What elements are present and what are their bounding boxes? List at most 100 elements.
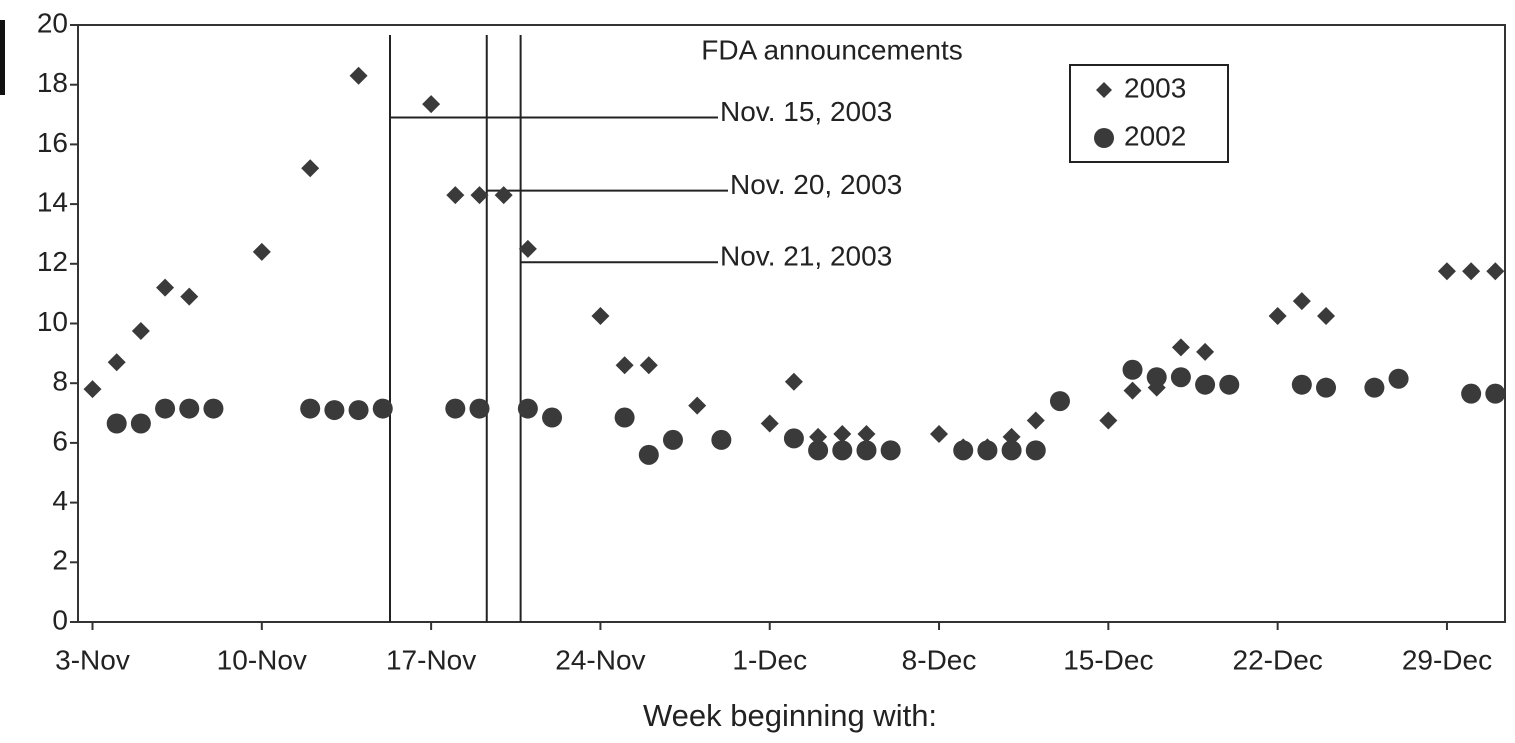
diamond-point (1462, 262, 1481, 281)
diamond-point (446, 186, 465, 205)
y-tick-label: 10 (37, 306, 68, 337)
diamond-point (809, 427, 828, 446)
diamond-point (930, 424, 949, 443)
circle-point (1485, 383, 1506, 404)
y-tick-label: 2 (52, 545, 68, 576)
diamond-point (1486, 262, 1505, 281)
circle-point (1219, 374, 1240, 395)
x-tick-label: 24-Nov (555, 644, 645, 675)
circle-point (1195, 374, 1216, 395)
diamond-point (1437, 262, 1456, 281)
diamond-point (83, 380, 102, 399)
y-tick-label: 4 (52, 485, 68, 516)
circle-point (662, 429, 683, 450)
x-tick-label: 3-Nov (55, 644, 130, 675)
circle-point (106, 413, 127, 434)
y-tick-label: 8 (52, 366, 68, 397)
circle-point (953, 440, 974, 461)
circle-point (300, 398, 321, 419)
x-tick-label: 10-Nov (217, 644, 307, 675)
circle-point (1170, 367, 1191, 388)
diamond-point (857, 424, 876, 443)
circle-point (1291, 374, 1312, 395)
diamond-point (156, 278, 175, 297)
circle-point (203, 398, 224, 419)
circle-point (1001, 440, 1022, 461)
diamond-point (422, 95, 441, 114)
y-tick-label: 16 (37, 127, 68, 158)
y-tick-label: 18 (37, 67, 68, 98)
diamond-point (180, 287, 199, 306)
diamond-point (1292, 292, 1311, 311)
x-tick-label: 15-Dec (1063, 644, 1153, 675)
circle-point (856, 440, 877, 461)
diamond-point (252, 242, 271, 261)
diamond-point (1002, 427, 1021, 446)
diamond-point (470, 186, 489, 205)
circle-point (179, 398, 200, 419)
circle-point (1364, 377, 1385, 398)
diamond-point (301, 159, 320, 178)
circle-point (517, 398, 538, 419)
y-tick-label: 14 (37, 186, 68, 217)
circle-point (469, 398, 490, 419)
legend-label: 2003 (1124, 72, 1186, 103)
legend-marker (1094, 128, 1114, 148)
circle-point (783, 428, 804, 449)
circle-point (1461, 383, 1482, 404)
diamond-point (131, 321, 150, 340)
x-tick-label: 29-Dec (1402, 644, 1492, 675)
y-tick-label: 0 (52, 604, 68, 635)
diamond-point (1171, 338, 1190, 357)
diamond-point (688, 396, 707, 415)
legend-label: 2002 (1124, 120, 1186, 151)
diamond-point (615, 356, 634, 375)
circle-point (372, 398, 393, 419)
y-tick-label: 12 (37, 246, 68, 277)
circle-point (1049, 391, 1070, 412)
circle-point (1025, 440, 1046, 461)
diamond-point (784, 372, 803, 391)
circle-point (445, 398, 466, 419)
diamond-point (494, 186, 513, 205)
diamond-point (1099, 411, 1118, 430)
circle-point (324, 400, 345, 421)
diamond-point (107, 353, 126, 372)
annotation-title: FDA announcements (701, 34, 963, 65)
x-tick-label: 8-Dec (902, 644, 977, 675)
diamond-point (1123, 381, 1142, 400)
y-tick-label: 20 (37, 7, 68, 38)
diamond-point (1317, 307, 1336, 326)
x-tick-label: 22-Dec (1233, 644, 1323, 675)
diamond-point (833, 424, 852, 443)
circle-point (977, 440, 998, 461)
x-tick-label: 1-Dec (732, 644, 807, 675)
annotation-label: Nov. 20, 2003 (730, 169, 902, 200)
circle-point (638, 444, 659, 465)
circle-point (711, 429, 732, 450)
circle-point (832, 440, 853, 461)
diamond-point (518, 239, 537, 258)
circle-point (614, 407, 635, 428)
circle-point (155, 398, 176, 419)
circle-point (1122, 359, 1143, 380)
circle-point (130, 413, 151, 434)
circle-point (1388, 368, 1409, 389)
circle-point (348, 400, 369, 421)
circle-point (1146, 367, 1167, 388)
diamond-point (760, 414, 779, 433)
diamond-point (1026, 411, 1045, 430)
crop-edge (0, 20, 5, 95)
circle-point (808, 440, 829, 461)
diamond-point (1268, 307, 1287, 326)
legend-marker (1096, 82, 1112, 98)
x-tick-label: 17-Nov (386, 644, 476, 675)
circle-point (1316, 377, 1337, 398)
diamond-point (349, 66, 368, 85)
circle-point (880, 440, 901, 461)
annotation-label: Nov. 21, 2003 (720, 241, 892, 272)
diamond-point (639, 356, 658, 375)
x-axis-label: Week beginning with: (643, 698, 937, 733)
legend-box (1069, 64, 1229, 163)
